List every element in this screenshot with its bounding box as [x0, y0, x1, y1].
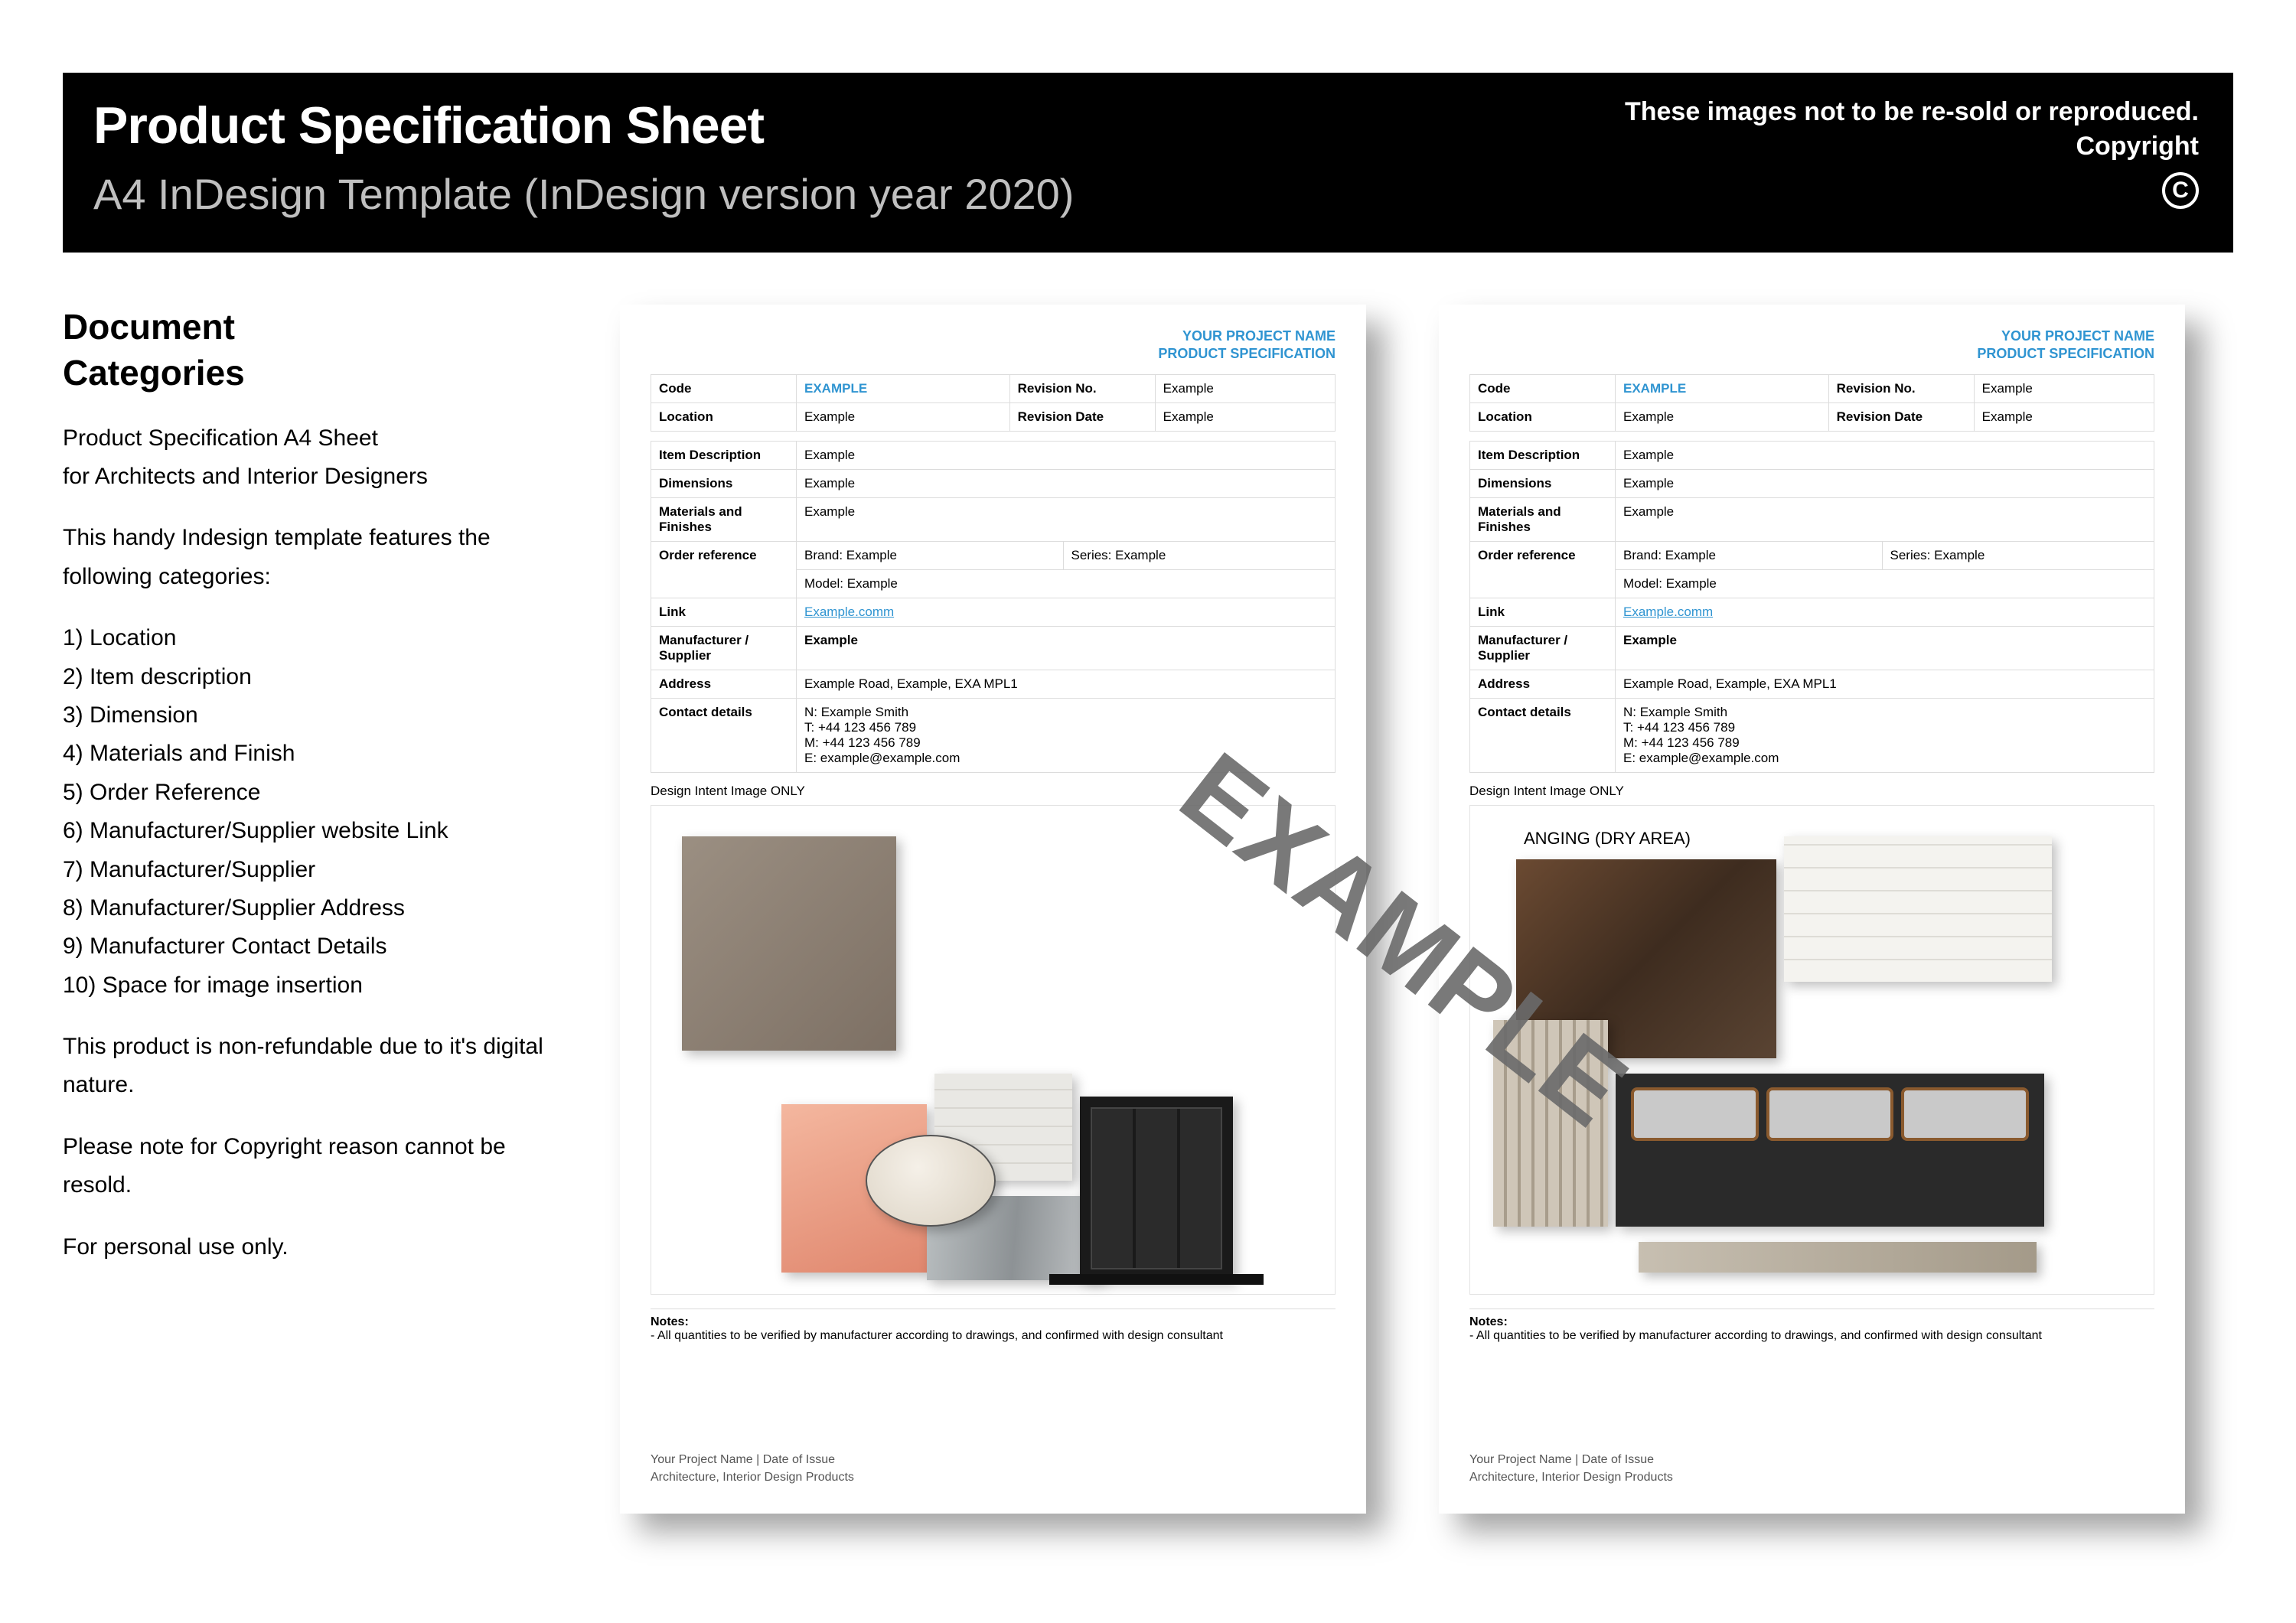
sidebar-intro: Product Specification A4 Sheet for Archi… [63, 419, 553, 497]
image-area-right: ANGING (DRY AREA) [1469, 805, 2154, 1295]
warning-line-1: These images not to be re-sold or reprod… [1625, 97, 2199, 127]
header-bar: Product Specification Sheet A4 InDesign … [63, 73, 2233, 253]
category-item: 8) Manufacturer/Supplier Address [63, 889, 553, 927]
category-item: 3) Dimension [63, 696, 553, 735]
project-name: YOUR PROJECT NAME [1469, 328, 2154, 345]
design-intent-label: Design Intent Image ONLY [1469, 784, 2154, 799]
area-label: ANGING (DRY AREA) [1524, 829, 1691, 849]
image-area-left [651, 805, 1336, 1295]
spec-table: CodeEXAMPLERevision No.Example LocationE… [1469, 374, 2154, 432]
material-swatch [866, 1135, 996, 1227]
header-warning: These images not to be re-sold or reprod… [1625, 97, 2199, 209]
page-footer: Your Project Name | Date of Issue Archit… [651, 1452, 854, 1486]
category-item: 9) Manufacturer Contact Details [63, 927, 553, 966]
category-item: 6) Manufacturer/Supplier website Link [63, 812, 553, 850]
sidebar-para-5: For personal use only. [63, 1228, 553, 1266]
warning-line-2: Copyright [1625, 132, 2199, 161]
category-item: 5) Order Reference [63, 774, 553, 812]
project-spec-label: PRODUCT SPECIFICATION [651, 345, 1336, 363]
material-swatch [1616, 1074, 2044, 1227]
material-swatch [682, 836, 896, 1051]
material-swatch [1784, 836, 2052, 982]
category-item: 2) Item description [63, 658, 553, 696]
category-item: 1) Location [63, 619, 553, 657]
notes: Notes: - All quantities to be verified b… [1469, 1309, 2154, 1343]
category-list: 1) Location2) Item description3) Dimensi… [63, 619, 553, 1005]
project-spec-label: PRODUCT SPECIFICATION [1469, 345, 2154, 363]
spec-table-2: Item DescriptionExample DimensionsExampl… [1469, 441, 2154, 773]
sidebar-para-4: Please note for Copyright reason cannot … [63, 1128, 553, 1205]
sidebar-para-3: This product is non-refundable due to it… [63, 1028, 553, 1105]
project-name: YOUR PROJECT NAME [651, 328, 1336, 345]
sidebar-para-2: This handy Indesign template features th… [63, 519, 553, 596]
spec-table-2: Item DescriptionExample DimensionsExampl… [651, 441, 1336, 773]
design-intent-label: Design Intent Image ONLY [651, 784, 1336, 799]
project-header: YOUR PROJECT NAME PRODUCT SPECIFICATION [1469, 328, 2154, 363]
page-footer: Your Project Name | Date of Issue Archit… [1469, 1452, 1673, 1486]
material-swatch [1639, 1242, 2037, 1273]
material-swatch [1493, 1020, 1608, 1227]
category-item: 4) Materials and Finish [63, 735, 553, 773]
a4-page-left: YOUR PROJECT NAME PRODUCT SPECIFICATION … [620, 305, 1366, 1514]
material-swatch [1080, 1097, 1233, 1280]
sidebar-heading: Document Categories [63, 305, 553, 396]
category-item: 7) Manufacturer/Supplier [63, 851, 553, 889]
copyright-icon: C [2162, 172, 2199, 209]
document-area: EXAMPLE YOUR PROJECT NAME PRODUCT SPECIF… [589, 305, 2219, 1575]
sidebar: Document Categories Product Specificatio… [63, 305, 553, 1266]
spec-table: CodeEXAMPLERevision No.Example LocationE… [651, 374, 1336, 432]
category-item: 10) Space for image insertion [63, 966, 553, 1005]
a4-page-right: YOUR PROJECT NAME PRODUCT SPECIFICATION … [1439, 305, 2185, 1514]
project-header: YOUR PROJECT NAME PRODUCT SPECIFICATION [651, 328, 1336, 363]
notes: Notes: - All quantities to be verified b… [651, 1309, 1336, 1343]
